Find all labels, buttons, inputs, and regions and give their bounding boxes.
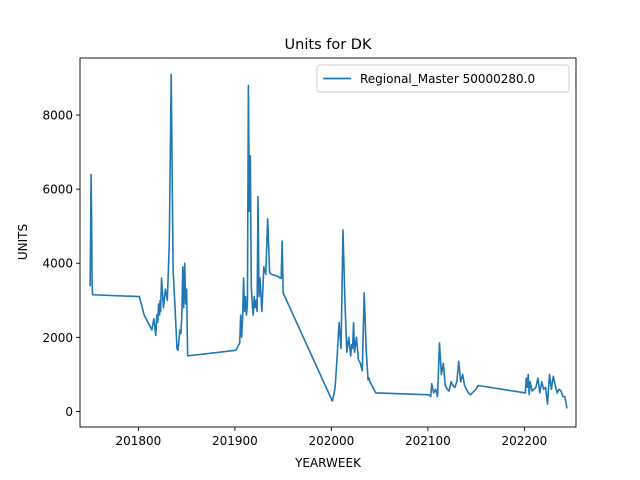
x-tick-label: 201900	[212, 434, 258, 448]
plot-area	[89, 73, 568, 409]
chart-title: Units for DK	[285, 37, 372, 53]
x-axis-label: YEARWEEK	[294, 456, 362, 470]
y-tick-label: 4000	[42, 257, 73, 271]
y-axis-label: UNITS	[16, 224, 30, 260]
y-tick-label: 8000	[42, 109, 73, 123]
plot-frame	[79, 57, 577, 428]
y-tick-label: 0	[65, 405, 73, 419]
x-axis: 201800 201900 202000 202100 202200	[115, 427, 547, 448]
y-tick-label: 2000	[42, 331, 73, 345]
x-tick-label: 201800	[115, 434, 161, 448]
y-axis: 0 2000 4000 6000 8000	[42, 109, 80, 419]
series-line-0	[89, 73, 568, 409]
legend-label: Regional_Master 50000280.0	[360, 72, 535, 86]
y-tick-label: 6000	[42, 183, 73, 197]
legend: Regional_Master 50000280.0	[316, 64, 570, 93]
legend-box	[316, 64, 570, 93]
x-tick-label: 202200	[501, 434, 547, 448]
x-tick-label: 202100	[405, 434, 451, 448]
x-tick-label: 202000	[308, 434, 354, 448]
